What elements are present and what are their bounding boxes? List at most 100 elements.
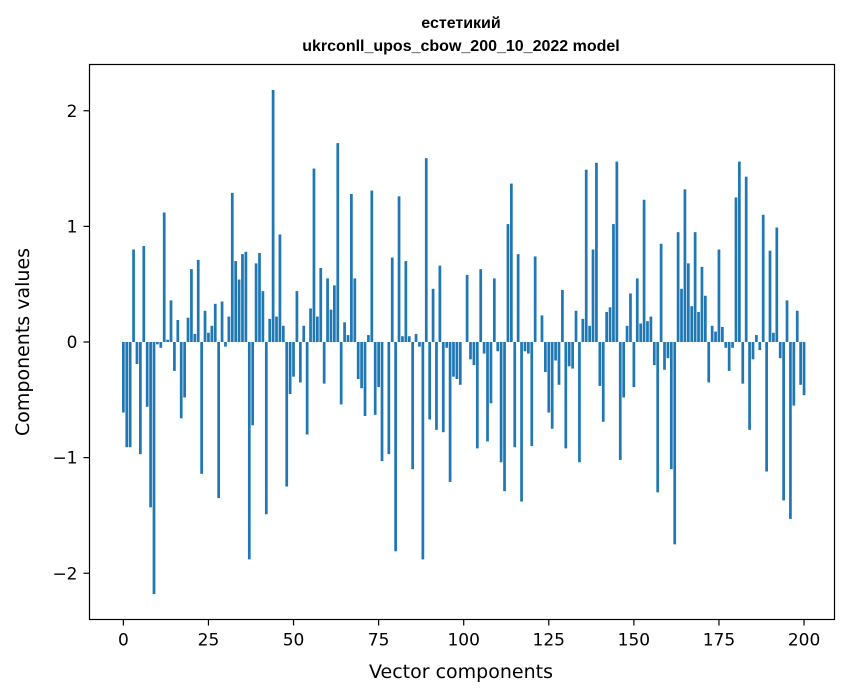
bar — [697, 312, 700, 342]
bar — [228, 317, 231, 342]
x-tick-label: 125 — [533, 631, 565, 651]
bar — [268, 319, 271, 342]
bar — [313, 169, 316, 342]
bar — [735, 197, 738, 342]
bar — [435, 342, 438, 430]
y-tick-label: 2 — [67, 102, 78, 122]
bar — [612, 224, 615, 342]
bar — [496, 342, 499, 351]
y-tick-label: 1 — [67, 217, 78, 237]
bar — [364, 342, 367, 416]
bar — [125, 342, 128, 447]
x-tick-label: 200 — [788, 631, 820, 651]
bar — [285, 342, 288, 487]
bar — [483, 342, 486, 354]
bar — [575, 311, 578, 342]
bar — [581, 319, 584, 342]
bar — [309, 308, 312, 342]
bar — [129, 342, 132, 447]
bar — [585, 170, 588, 342]
bar — [241, 254, 244, 342]
bar — [183, 342, 186, 398]
bar — [377, 342, 380, 387]
bar — [262, 291, 265, 342]
bar — [296, 291, 299, 342]
bar — [442, 342, 445, 432]
bar — [741, 342, 744, 384]
bar — [551, 342, 554, 429]
bar — [360, 342, 363, 388]
bar — [639, 324, 642, 343]
bar — [714, 332, 717, 342]
bar — [680, 289, 683, 342]
y-axis-label: Components values — [12, 248, 34, 436]
bar — [391, 258, 394, 342]
bar — [721, 327, 724, 342]
bar — [418, 342, 421, 347]
bar — [588, 326, 591, 342]
bar — [476, 342, 479, 448]
bar — [479, 269, 482, 342]
bar — [142, 246, 145, 342]
bar — [524, 342, 527, 351]
bar — [422, 342, 425, 559]
bar — [799, 342, 802, 385]
x-tick-label: 25 — [198, 631, 220, 651]
x-tick-label: 0 — [118, 631, 129, 651]
x-tick-label: 175 — [703, 631, 735, 651]
bar — [513, 342, 516, 447]
bar — [755, 335, 758, 342]
x-tick-label: 150 — [618, 631, 650, 651]
bar — [554, 342, 557, 361]
bar — [547, 342, 550, 413]
bar — [758, 342, 761, 350]
bar — [408, 336, 411, 342]
bar — [166, 340, 169, 342]
bar — [748, 342, 751, 430]
bar — [316, 317, 319, 342]
bar — [459, 342, 462, 385]
bar — [527, 342, 530, 354]
bar — [231, 193, 234, 342]
bar — [353, 278, 356, 342]
x-tick-label: 75 — [368, 631, 390, 651]
bar — [411, 342, 414, 469]
bar — [752, 342, 755, 359]
chart-title-line2: ukrconll_upos_cbow_200_10_2022 model — [302, 38, 619, 55]
bar — [323, 342, 326, 384]
bar — [490, 342, 493, 403]
bar — [221, 302, 224, 342]
bar — [568, 342, 571, 366]
bar — [258, 253, 261, 342]
bar — [510, 184, 513, 342]
bar — [564, 342, 567, 448]
bar — [684, 189, 687, 342]
bar — [200, 342, 203, 474]
bar — [173, 342, 176, 371]
bar — [340, 342, 343, 404]
bar — [367, 335, 370, 342]
bar — [643, 200, 646, 342]
bar — [456, 342, 459, 379]
bar — [139, 342, 142, 454]
bar — [292, 342, 295, 377]
bar — [656, 342, 659, 492]
bar — [193, 334, 196, 342]
bar — [466, 275, 469, 342]
bar — [404, 261, 407, 342]
bar — [765, 342, 768, 472]
bar — [629, 293, 632, 342]
bar — [534, 256, 537, 342]
bar — [707, 342, 710, 382]
bar — [217, 342, 220, 498]
bar — [387, 342, 390, 454]
bar — [234, 261, 237, 342]
bar — [786, 300, 789, 342]
bar — [176, 320, 179, 342]
bar — [374, 342, 377, 415]
bar — [170, 300, 173, 342]
bar — [272, 90, 275, 342]
y-tick-label: 0 — [67, 333, 78, 353]
bar — [517, 254, 520, 342]
bar — [578, 342, 581, 462]
